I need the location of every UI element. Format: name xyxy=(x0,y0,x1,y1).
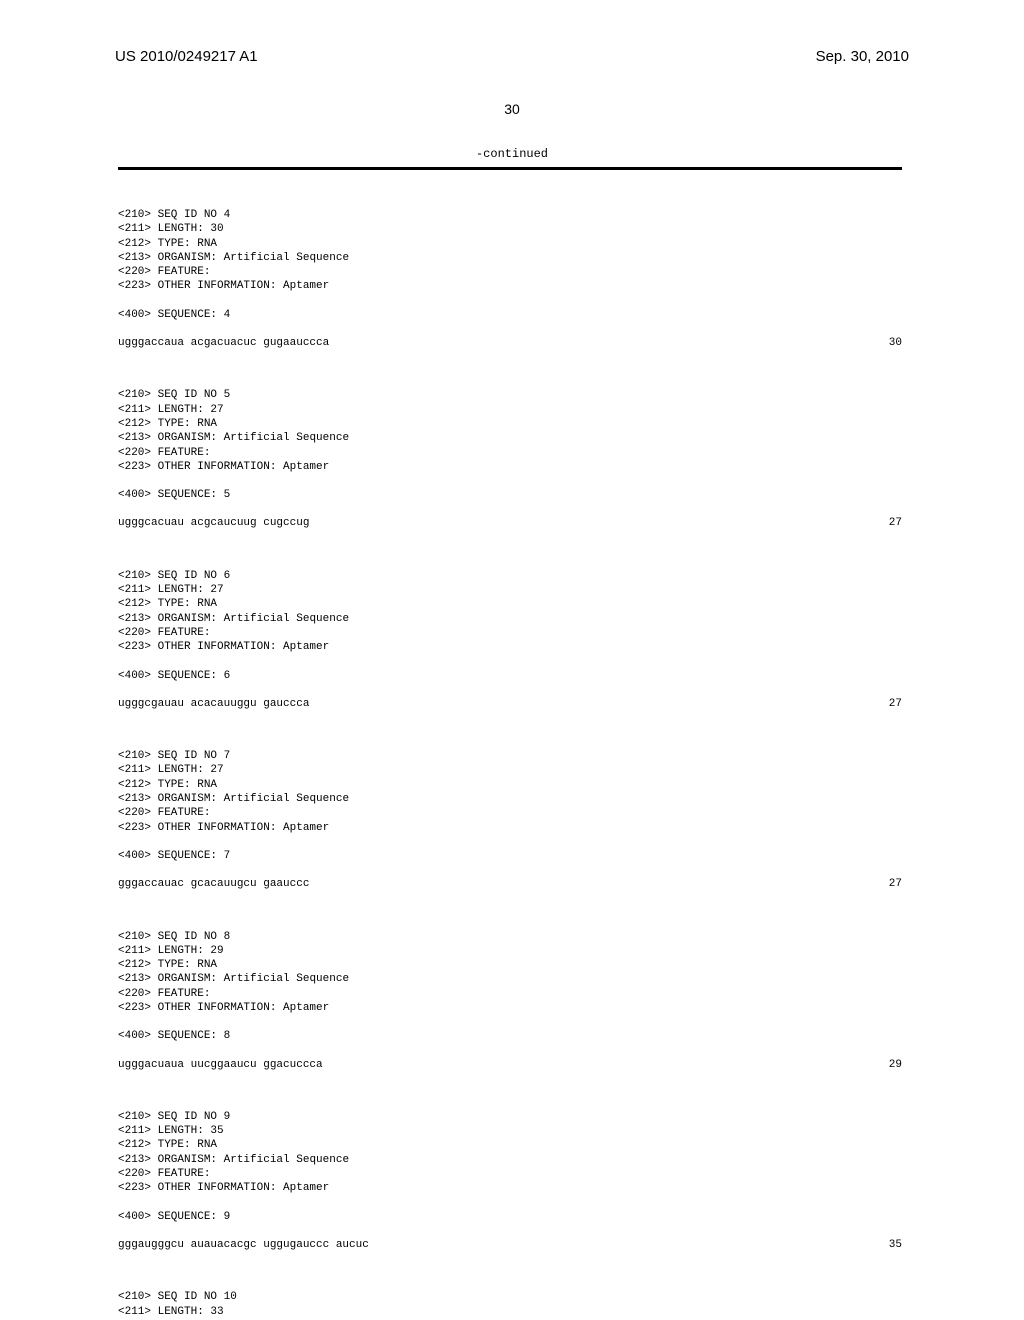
seq-id-line: <210> SEQ ID NO 8 xyxy=(118,930,902,944)
seq-sequence-header: <400> SEQUENCE: 7 xyxy=(118,849,902,863)
seq-text: ugggaccaua acgacuacuc gugaauccca xyxy=(118,336,329,350)
seq-length-line: <211> LENGTH: 33 xyxy=(118,1305,902,1319)
seq-type-line: <212> TYPE: RNA xyxy=(118,778,902,792)
sequence-block: <210> SEQ ID NO 9 <211> LENGTH: 35 <212>… xyxy=(118,1110,902,1252)
seq-length-line: <211> LENGTH: 27 xyxy=(118,403,902,417)
seq-length-line: <211> LENGTH: 27 xyxy=(118,583,902,597)
publication-date: Sep. 30, 2010 xyxy=(816,48,909,65)
seq-feature-line: <220> FEATURE: xyxy=(118,987,902,1001)
continued-label: -continued xyxy=(0,147,1024,161)
seq-sequence-header: <400> SEQUENCE: 6 xyxy=(118,669,902,683)
seq-sequence-header: <400> SEQUENCE: 5 xyxy=(118,488,902,502)
seq-organism-line: <213> ORGANISM: Artificial Sequence xyxy=(118,1153,902,1167)
divider-line xyxy=(118,167,902,170)
seq-type-line: <212> TYPE: RNA xyxy=(118,237,902,251)
seq-length-line: <211> LENGTH: 35 xyxy=(118,1124,902,1138)
seq-data-row: ugggacuaua uucggaaucu ggacuccca 29 xyxy=(118,1058,902,1072)
seq-index: 27 xyxy=(889,697,902,711)
seq-feature-line: <220> FEATURE: xyxy=(118,806,902,820)
seq-sequence-header: <400> SEQUENCE: 9 xyxy=(118,1210,902,1224)
seq-type-line: <212> TYPE: RNA xyxy=(118,1138,902,1152)
seq-sequence-header: <400> SEQUENCE: 8 xyxy=(118,1029,902,1043)
sequence-listing-content: <210> SEQ ID NO 4 <211> LENGTH: 30 <212>… xyxy=(0,208,1024,1319)
seq-index: 35 xyxy=(889,1238,902,1252)
seq-index: 29 xyxy=(889,1058,902,1072)
seq-index: 30 xyxy=(889,336,902,350)
seq-sequence-header: <400> SEQUENCE: 4 xyxy=(118,308,902,322)
seq-data-row: ugggcacuau acgcaucuug cugccug 27 xyxy=(118,516,902,530)
seq-feature-line: <220> FEATURE: xyxy=(118,1167,902,1181)
seq-other-info-line: <223> OTHER INFORMATION: Aptamer xyxy=(118,1001,902,1015)
seq-id-line: <210> SEQ ID NO 5 xyxy=(118,388,902,402)
seq-data-row: gggaugggcu auauacacgc uggugauccc aucuc 3… xyxy=(118,1238,902,1252)
seq-type-line: <212> TYPE: RNA xyxy=(118,958,902,972)
seq-data-row: ugggcgauau acacauuggu gauccca 27 xyxy=(118,697,902,711)
seq-text: gggaccauac gcacauugcu gaauccc xyxy=(118,877,309,891)
seq-feature-line: <220> FEATURE: xyxy=(118,446,902,460)
seq-other-info-line: <223> OTHER INFORMATION: Aptamer xyxy=(118,1181,902,1195)
sequence-block-partial: <210> SEQ ID NO 10 <211> LENGTH: 33 xyxy=(118,1290,902,1319)
seq-id-line: <210> SEQ ID NO 6 xyxy=(118,569,902,583)
seq-organism-line: <213> ORGANISM: Artificial Sequence xyxy=(118,792,902,806)
seq-id-line: <210> SEQ ID NO 10 xyxy=(118,1290,902,1304)
seq-data-row: gggaccauac gcacauugcu gaauccc 27 xyxy=(118,877,902,891)
sequence-block: <210> SEQ ID NO 4 <211> LENGTH: 30 <212>… xyxy=(118,208,902,350)
seq-type-line: <212> TYPE: RNA xyxy=(118,417,902,431)
seq-feature-line: <220> FEATURE: xyxy=(118,626,902,640)
seq-text: ugggacuaua uucggaaucu ggacuccca xyxy=(118,1058,323,1072)
seq-text: ugggcgauau acacauuggu gauccca xyxy=(118,697,309,711)
seq-other-info-line: <223> OTHER INFORMATION: Aptamer xyxy=(118,279,902,293)
seq-feature-line: <220> FEATURE: xyxy=(118,265,902,279)
seq-organism-line: <213> ORGANISM: Artificial Sequence xyxy=(118,972,902,986)
seq-organism-line: <213> ORGANISM: Artificial Sequence xyxy=(118,251,902,265)
publication-number: US 2010/0249217 A1 xyxy=(115,48,258,65)
seq-other-info-line: <223> OTHER INFORMATION: Aptamer xyxy=(118,821,902,835)
page-number: 30 xyxy=(0,101,1024,117)
seq-length-line: <211> LENGTH: 30 xyxy=(118,222,902,236)
seq-organism-line: <213> ORGANISM: Artificial Sequence xyxy=(118,612,902,626)
seq-text: gggaugggcu auauacacgc uggugauccc aucuc xyxy=(118,1238,369,1252)
seq-other-info-line: <223> OTHER INFORMATION: Aptamer xyxy=(118,460,902,474)
seq-text: ugggcacuau acgcaucuug cugccug xyxy=(118,516,309,530)
seq-index: 27 xyxy=(889,516,902,530)
document-header: US 2010/0249217 A1 Sep. 30, 2010 xyxy=(0,0,1024,65)
seq-data-row: ugggaccaua acgacuacuc gugaauccca 30 xyxy=(118,336,902,350)
seq-organism-line: <213> ORGANISM: Artificial Sequence xyxy=(118,431,902,445)
seq-length-line: <211> LENGTH: 27 xyxy=(118,763,902,777)
seq-other-info-line: <223> OTHER INFORMATION: Aptamer xyxy=(118,640,902,654)
seq-length-line: <211> LENGTH: 29 xyxy=(118,944,902,958)
seq-id-line: <210> SEQ ID NO 7 xyxy=(118,749,902,763)
seq-index: 27 xyxy=(889,877,902,891)
sequence-block: <210> SEQ ID NO 7 <211> LENGTH: 27 <212>… xyxy=(118,749,902,891)
sequence-block: <210> SEQ ID NO 5 <211> LENGTH: 27 <212>… xyxy=(118,388,902,530)
seq-id-line: <210> SEQ ID NO 9 xyxy=(118,1110,902,1124)
seq-type-line: <212> TYPE: RNA xyxy=(118,597,902,611)
sequence-block: <210> SEQ ID NO 6 <211> LENGTH: 27 <212>… xyxy=(118,569,902,711)
sequence-block: <210> SEQ ID NO 8 <211> LENGTH: 29 <212>… xyxy=(118,930,902,1072)
seq-id-line: <210> SEQ ID NO 4 xyxy=(118,208,902,222)
